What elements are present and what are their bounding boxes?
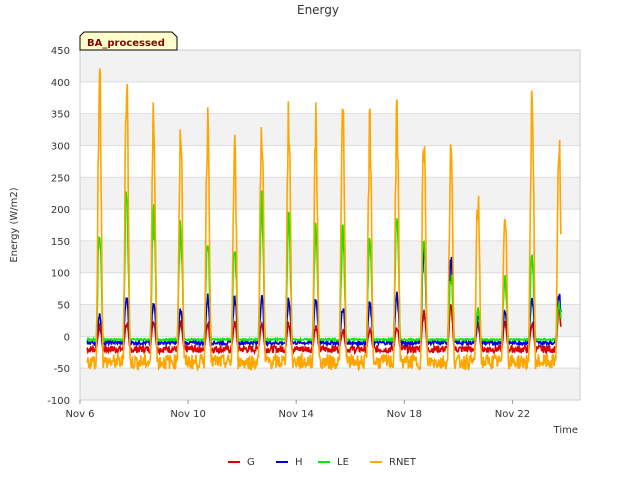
x-axis-ticks: Nov 6 Nov 10 Nov 14 Nov 18 Nov 22 bbox=[65, 400, 530, 420]
y-tick-label: 200 bbox=[51, 205, 70, 216]
legend-label-le: LE bbox=[337, 457, 349, 468]
y-axis-ticks: -100 -50 0 50 100 150 200 250 300 350 400 450 bbox=[47, 46, 70, 407]
legend-label-h: H bbox=[295, 457, 303, 468]
y-tick-label: 300 bbox=[51, 141, 70, 152]
legend-label-rnet: RNET bbox=[389, 457, 417, 468]
x-tick-label: Nov 10 bbox=[170, 409, 205, 420]
grid-band bbox=[80, 113, 580, 146]
y-tick-label: 450 bbox=[51, 46, 70, 57]
x-tick-label: Nov 6 bbox=[65, 409, 94, 420]
x-axis-title: Time bbox=[553, 425, 578, 436]
y-tick-label: 350 bbox=[51, 110, 70, 121]
grid-band bbox=[80, 240, 580, 273]
series-line-h bbox=[86, 246, 562, 348]
y-tick-label: 250 bbox=[51, 173, 70, 184]
y-tick-label: 50 bbox=[57, 301, 70, 312]
chart-title: Energy bbox=[297, 3, 339, 17]
grid-band bbox=[80, 50, 580, 82]
y-tick-label: -50 bbox=[54, 364, 70, 375]
series-line-rnet bbox=[86, 68, 562, 373]
y-tick-label: 100 bbox=[51, 269, 70, 280]
badge-label: BA_processed bbox=[87, 38, 165, 49]
grid-band bbox=[80, 177, 580, 210]
y-tick-label: 150 bbox=[51, 237, 70, 248]
x-tick-label: Nov 18 bbox=[387, 409, 422, 420]
grid-band bbox=[80, 368, 580, 400]
dataset-badge: BA_processed bbox=[79, 31, 178, 51]
y-tick-label: 400 bbox=[51, 78, 70, 89]
y-tick-label: 0 bbox=[64, 332, 70, 343]
x-tick-label: Nov 14 bbox=[279, 409, 314, 420]
grid-bands bbox=[80, 50, 580, 400]
x-tick-label: Nov 22 bbox=[495, 409, 530, 420]
grid-band bbox=[80, 304, 580, 337]
legend-label-g: G bbox=[247, 457, 255, 468]
y-tick-label: -100 bbox=[47, 396, 70, 407]
series-layer bbox=[86, 68, 562, 373]
y-axis-title: Energy (W/m2) bbox=[9, 187, 20, 262]
series-line-le bbox=[86, 190, 562, 344]
legend: G H LE RNET bbox=[228, 457, 417, 468]
plot-frame bbox=[79, 49, 581, 401]
badge-background bbox=[79, 31, 178, 51]
